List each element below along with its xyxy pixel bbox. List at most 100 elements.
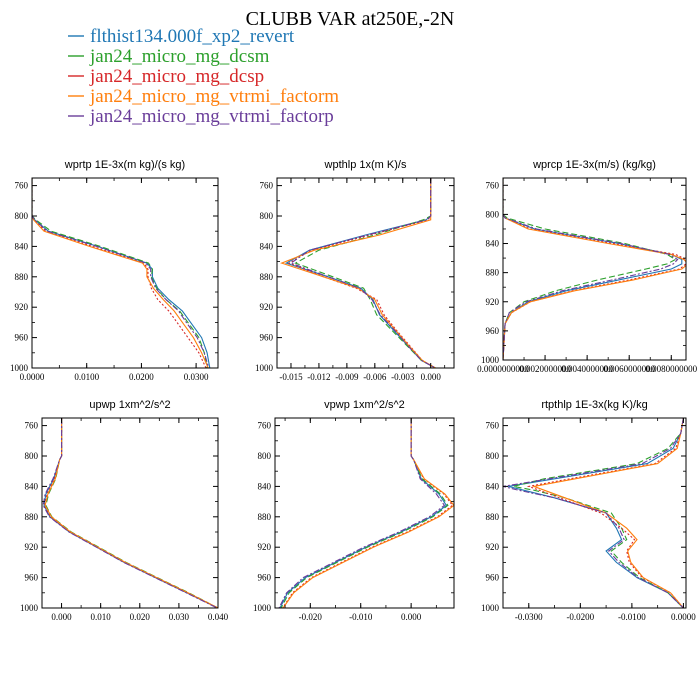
y-tick-label: 960: [486, 573, 500, 583]
legend-entry: jan24_micro_mg_dcsp: [68, 66, 264, 87]
x-tick-label: 0.0060000000: [603, 364, 655, 374]
y-tick-label: 960: [25, 573, 39, 583]
y-tick-label: 760: [258, 421, 272, 431]
y-tick-label: 1000: [20, 603, 39, 613]
x-tick-label: 0.0100: [74, 372, 99, 382]
series-line: [282, 418, 454, 608]
legend-entry: jan24_micro_mg_vtrmi_factorm: [68, 86, 339, 107]
y-tick-label: 960: [260, 333, 274, 343]
x-tick-label: 0.000: [401, 612, 422, 622]
chart-panel: vpwp 1xm^2/s^2 760 800 840 880 920 960 1000 -0.0…: [253, 399, 455, 622]
series-line: [32, 178, 208, 368]
panel-title: rtpthlp 1E-3x(kg K)/kg: [541, 399, 647, 411]
y-tick-label: 840: [486, 239, 500, 249]
series-line: [294, 178, 436, 368]
series-line: [44, 418, 218, 608]
legend-entry: jan24_micro_mg_vtrmi_factorp: [68, 106, 334, 127]
series-line: [503, 178, 683, 360]
series-line: [43, 418, 218, 608]
x-tick-label: 0.000: [51, 612, 72, 622]
y-tick-label: 880: [15, 272, 29, 282]
series-line: [508, 418, 684, 608]
x-tick-label: 0.0020000000: [519, 364, 571, 374]
y-tick-label: 880: [258, 512, 272, 522]
plot-frame: [276, 177, 455, 369]
y-tick-label: 920: [25, 542, 39, 552]
x-tick-label: -0.020: [299, 612, 323, 622]
series-line: [284, 178, 436, 368]
chart-panel: upwp 1xm^2/s^2 760 800 840 880 920 960 1000 0.00…: [20, 399, 229, 622]
y-tick-label: 880: [486, 512, 500, 522]
x-tick-label: -0.003: [391, 372, 415, 382]
chart-panel: wprtp 1E-3x(m kg)/(s kg) 760 800 840 880 920 9…: [10, 159, 219, 382]
x-tick-label: -0.012: [307, 372, 330, 382]
x-tick-label: -0.0300: [515, 612, 543, 622]
y-tick-label: 1000: [255, 363, 274, 373]
series-line: [45, 418, 218, 608]
y-tick-label: 920: [260, 302, 274, 312]
series-line: [44, 418, 218, 608]
y-tick-label: 920: [486, 297, 500, 307]
x-tick-label: 0.010: [91, 612, 112, 622]
series-line: [280, 418, 449, 608]
series-line: [32, 178, 209, 368]
plot-frame: [502, 417, 687, 609]
panel-title: vpwp 1xm^2/s^2: [324, 399, 405, 411]
x-tick-label: 0.030: [169, 612, 190, 622]
x-tick-label: 0.0000: [20, 372, 45, 382]
y-tick-label: 1000: [481, 355, 500, 365]
x-tick-label: 0.0000: [671, 612, 696, 622]
y-tick-label: 840: [486, 481, 500, 491]
y-tick-label: 840: [260, 241, 274, 251]
y-tick-label: 880: [260, 272, 274, 282]
y-tick-label: 800: [15, 211, 29, 221]
plot-frame: [31, 177, 219, 369]
y-tick-label: 840: [25, 481, 39, 491]
y-tick-label: 880: [486, 268, 500, 278]
y-tick-label: 760: [486, 421, 500, 431]
y-tick-label: 920: [15, 302, 29, 312]
panel-title: upwp 1xm^2/s^2: [89, 399, 170, 411]
plot-frame: [41, 417, 219, 609]
series-line: [503, 178, 686, 360]
plot-frame: [502, 177, 687, 361]
plot-frame: [274, 417, 455, 609]
y-tick-label: 800: [486, 451, 500, 461]
series-line: [282, 418, 454, 608]
y-tick-label: 760: [25, 421, 39, 431]
y-tick-label: 800: [486, 209, 500, 219]
x-tick-label: 0.000: [421, 372, 442, 382]
x-tick-label: 0.0200: [129, 372, 154, 382]
y-tick-label: 960: [258, 573, 272, 583]
panel-title: wpthlp 1x(m K)/s: [324, 159, 407, 171]
series-line: [513, 418, 684, 608]
series-line: [503, 418, 684, 608]
y-tick-label: 880: [25, 512, 39, 522]
legend-label: jan24_micro_mg_dcsp: [89, 66, 264, 87]
y-tick-label: 800: [258, 451, 272, 461]
y-tick-label: 800: [260, 211, 274, 221]
series-line: [526, 418, 684, 608]
series-line: [32, 178, 211, 368]
legend: flthist134.000f_xp2_revertjan24_micro_mg…: [68, 26, 339, 127]
panel-title: wprtp 1E-3x(m kg)/(s kg): [64, 159, 185, 171]
series-line: [32, 178, 210, 368]
y-tick-label: 920: [486, 542, 500, 552]
panels: wprtp 1E-3x(m kg)/(s kg) 760 800 840 880 920 9…: [10, 159, 698, 622]
series-line: [42, 418, 218, 608]
y-tick-label: 840: [15, 241, 29, 251]
series-line: [289, 178, 436, 368]
series-line: [503, 178, 677, 360]
legend-label: jan24_micro_mg_vtrmi_factorp: [89, 106, 334, 127]
y-tick-label: 920: [258, 542, 272, 552]
y-tick-label: 960: [486, 326, 500, 336]
chart-panel: rtpthlp 1E-3x(kg K)/kg 760 800 840 880 920 960…: [481, 399, 696, 622]
chart-panel: wpthlp 1x(m K)/s 760 800 840 880 920 960 1000 -0…: [255, 159, 455, 382]
y-tick-label: 1000: [481, 603, 500, 613]
x-tick-label: 0.0300: [184, 372, 209, 382]
y-tick-label: 760: [15, 181, 29, 191]
legend-label: jan24_micro_mg_vtrmi_factorm: [89, 86, 339, 107]
x-tick-label: 0.0040000000: [561, 364, 613, 374]
y-tick-label: 760: [260, 181, 274, 191]
